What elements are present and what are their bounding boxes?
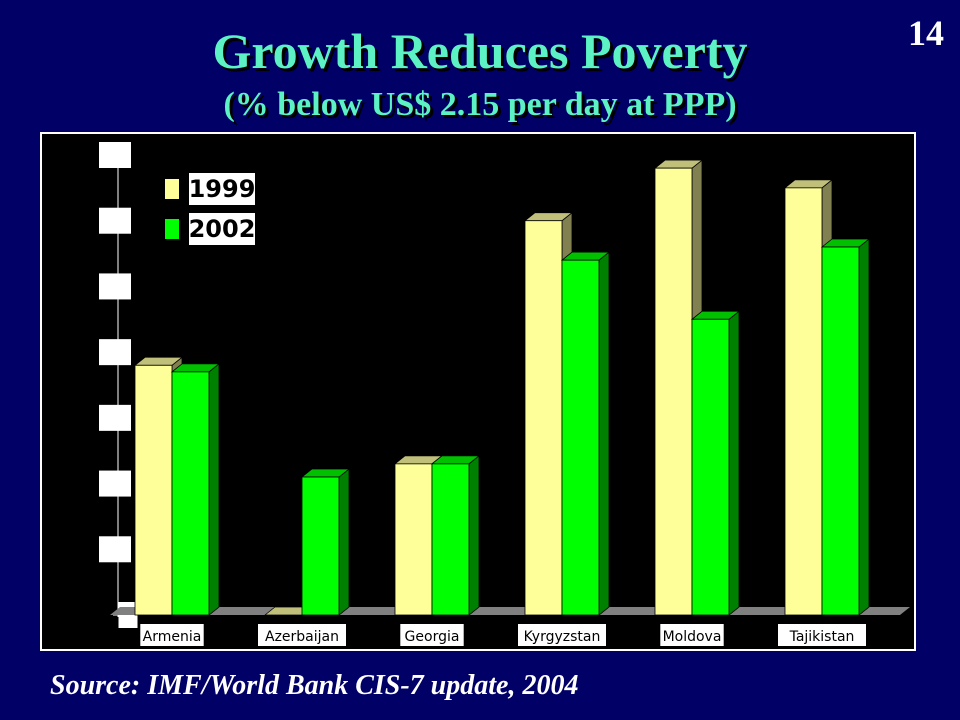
y-tick-label-bg xyxy=(99,536,131,563)
x-tick-label: Georgia xyxy=(405,629,460,645)
floor-segment xyxy=(339,607,410,615)
bar-side xyxy=(728,310,740,616)
y-tick-label: 0 xyxy=(71,605,86,630)
x-tick-label-bg xyxy=(400,624,464,646)
source-note: Source: IMF/World Bank CIS-7 update, 200… xyxy=(50,670,579,701)
bar-front xyxy=(134,364,173,616)
bar-2002-azerbaijan xyxy=(300,468,351,616)
y-tick-label-bg xyxy=(99,404,131,431)
x-tick-label-bg xyxy=(518,624,606,646)
bar-2002-georgia xyxy=(430,455,481,616)
bar-front xyxy=(654,167,693,616)
floor-segment xyxy=(209,607,280,615)
bar-front xyxy=(784,187,823,616)
x-tick-label-bg xyxy=(660,624,724,646)
bar-front xyxy=(821,246,860,616)
y-tick-label-bg xyxy=(99,470,131,497)
bar-side xyxy=(208,363,220,616)
x-tick-label-bg xyxy=(778,624,866,646)
bar-2002-armenia xyxy=(170,363,221,616)
floor-segment xyxy=(859,607,910,615)
bar-side xyxy=(468,455,480,616)
legend-label-1999: 1999 xyxy=(189,175,256,203)
floor-segment xyxy=(469,607,540,615)
y-tick-label-bg xyxy=(99,273,131,300)
x-tick-label-bg xyxy=(140,624,204,646)
x-tick-label-bg xyxy=(258,624,346,646)
y-tick-label: 60 xyxy=(64,211,95,236)
bar-front xyxy=(171,371,210,616)
x-tick-label: Tajikistan xyxy=(789,629,855,645)
floor-segment xyxy=(729,607,800,615)
bar-1999-moldova xyxy=(653,159,704,616)
bar-front xyxy=(394,463,433,616)
bar-side xyxy=(598,251,610,616)
x-tick-label: Armenia xyxy=(143,629,202,645)
x-tick-label: Moldova xyxy=(663,629,722,645)
bar-front xyxy=(524,220,563,616)
bar-front xyxy=(301,476,340,616)
y-tick-label: 30 xyxy=(64,408,95,433)
bar-2002-moldova xyxy=(690,310,741,616)
legend-label-2002: 2002 xyxy=(189,215,256,243)
bar-2002-tajikistan xyxy=(820,238,871,616)
y-tick-label: 70 xyxy=(64,145,95,170)
legend-swatch-1999 xyxy=(165,179,179,199)
legend-label-bg xyxy=(189,173,255,205)
slide-title: Growth Reduces Poverty xyxy=(212,23,748,79)
slide-number: 14 xyxy=(908,13,944,53)
y-tick-label-bg xyxy=(99,339,131,366)
y-tick-label: 20 xyxy=(64,474,95,499)
y-tick-label: 50 xyxy=(64,276,95,301)
legend-label-bg xyxy=(189,213,255,245)
y-tick-label-bg xyxy=(99,207,131,234)
legend-swatch-2002 xyxy=(165,219,179,239)
bar-front xyxy=(691,318,730,616)
x-tick-label: Azerbaijan xyxy=(265,629,339,645)
slide-subtitle: (% below US$ 2.15 per day at PPP) xyxy=(223,86,737,123)
y-tick-label: 40 xyxy=(64,342,95,367)
bar-2002-kyrgyzstan xyxy=(560,251,611,616)
y-tick-label-bg xyxy=(99,142,131,168)
bar-side xyxy=(338,468,350,616)
bar-front xyxy=(431,463,470,616)
y-tick-label: 10 xyxy=(64,539,95,564)
x-tick-label: Kyrgyzstan xyxy=(524,629,601,645)
bar-front xyxy=(561,259,600,616)
floor-segment xyxy=(599,607,670,615)
bar-side xyxy=(858,238,870,616)
